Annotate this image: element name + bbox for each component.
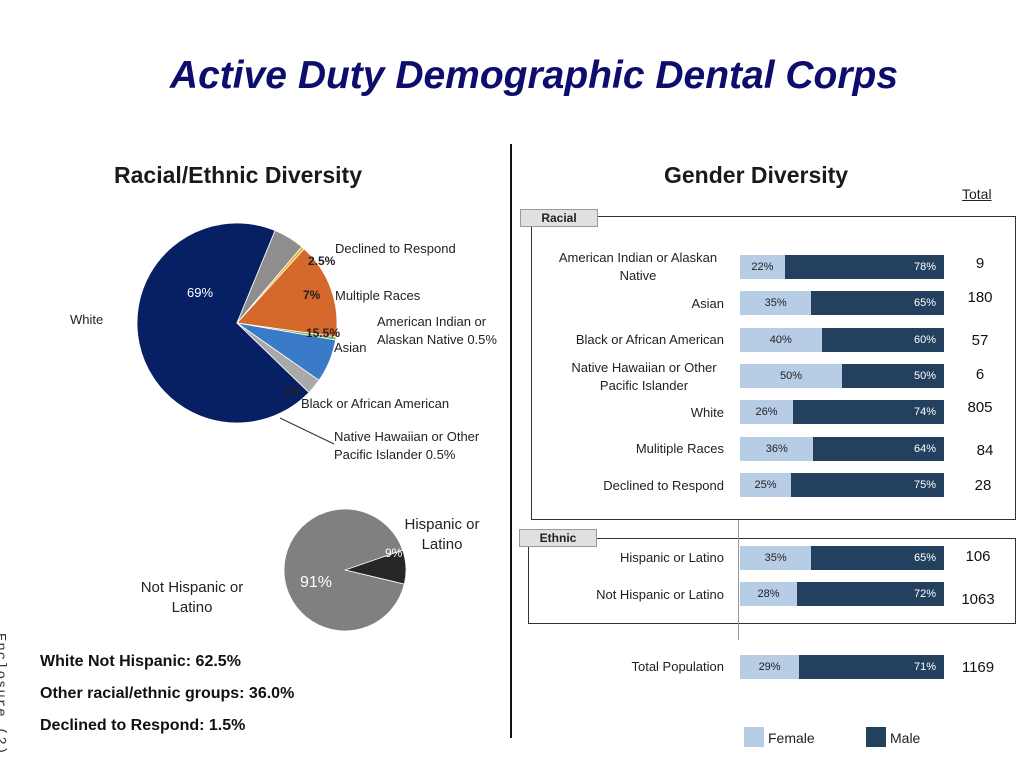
pie-slice-white xyxy=(136,222,310,424)
label-black: Black or African American xyxy=(301,396,450,411)
total-asian: 180 xyxy=(967,289,993,306)
bar-asian: 35% 65% xyxy=(740,291,944,315)
row-label-asian: Asian xyxy=(691,296,724,311)
row-label-hispanic: Hispanic or Latino xyxy=(619,550,724,565)
label-hispanic-1: Hispanic or xyxy=(404,516,480,533)
legend-female-label: Female xyxy=(768,730,815,746)
row-label-american-indian-1: American Indian or Alaskan Native xyxy=(558,250,718,283)
bar-segment-female: 29% xyxy=(740,655,800,679)
row-label-multiple: Mulitiple Races xyxy=(635,441,724,456)
total-population: 1169 xyxy=(961,659,995,676)
total-header: Total xyxy=(962,186,992,202)
racial-group-box xyxy=(531,216,1016,520)
total-declined: 28 xyxy=(974,477,992,494)
bar-segment-male: 71% xyxy=(799,655,944,679)
label-not-hispanic-1: Not Hispanic or xyxy=(140,579,244,596)
enclosure-note: Enclosure (2) xyxy=(0,633,8,756)
summary-other-groups: Other racial/ethnic groups: 36.0% xyxy=(40,685,295,702)
bar-segment-male: 78% xyxy=(784,255,944,279)
label-declined: Declined to Respond xyxy=(335,241,456,256)
pie-slice-declined-to-respond xyxy=(236,322,320,394)
center-divider xyxy=(510,144,512,738)
page-title: Active Duty Demographic Dental Corps xyxy=(169,54,899,97)
bar-segment-female: 36% xyxy=(740,437,814,461)
label-american-indian-2: Alaskan Native 0.5% xyxy=(377,332,497,347)
summary-declined: Declined to Respond: 1.5% xyxy=(40,717,246,734)
ethnic-pie xyxy=(283,508,407,632)
bar-declined: 25% 75% xyxy=(740,473,944,497)
bar-american-indian: 22% 78% xyxy=(740,255,944,279)
bar-segment-male: 64% xyxy=(813,437,944,461)
label-asian-pct: 15.5% xyxy=(306,326,341,340)
total-american-indian: 9 xyxy=(975,255,985,272)
row-label-not-hispanic: Not Hispanic or Latino xyxy=(596,587,724,602)
bar-segment-female: 25% xyxy=(740,473,791,497)
bar-white: 26% 74% xyxy=(740,400,944,424)
label-hispanic-2: Latino xyxy=(421,536,463,553)
total-hispanic: 106 xyxy=(965,548,991,565)
total-multiple: 84 xyxy=(976,442,994,459)
legend-male-label: Male xyxy=(890,730,921,746)
pie-slice-not-hispanic-or-latino xyxy=(283,508,405,632)
total-white: 805 xyxy=(967,399,993,416)
label-asian: Asian xyxy=(334,340,367,355)
label-not-hispanic-pct: 91% xyxy=(300,574,333,591)
bar-multiple: 36% 64% xyxy=(740,437,944,461)
row-label-black: Black or African American xyxy=(575,332,724,347)
pie-slice-asian xyxy=(236,248,338,338)
group-connector xyxy=(738,520,739,640)
row-label-total: Total Population xyxy=(631,659,724,674)
label-american-indian-1: American Indian or xyxy=(377,314,487,329)
label-hispanic-pct: 9% xyxy=(385,546,403,560)
summary-white-not-hispanic: White Not Hispanic: 62.5% xyxy=(40,653,241,670)
bar-total: 29% 71% xyxy=(740,655,944,679)
label-native-hawaiian-1: Native Hawaiian or Other xyxy=(334,429,480,444)
bar-segment-female: 50% xyxy=(740,364,842,388)
bar-segment-female: 22% xyxy=(740,255,785,279)
label-not-hispanic-2: Latino xyxy=(171,599,213,616)
label-white-pct: 69% xyxy=(187,285,214,300)
total-black: 57 xyxy=(971,332,989,349)
ethnic-group-box xyxy=(528,538,1016,624)
bar-black: 40% 60% xyxy=(740,328,944,352)
bar-segment-female: 35% xyxy=(740,546,812,570)
label-black-pct: 5% xyxy=(284,384,302,398)
bar-segment-female: 35% xyxy=(740,291,812,315)
ethnic-tab: Ethnic xyxy=(519,529,597,547)
label-native-hawaiian-2: Pacific Islander 0.5% xyxy=(334,447,456,462)
row-label-white: White xyxy=(690,405,724,420)
label-multiple: Multiple Races xyxy=(335,288,421,303)
bar-segment-female: 28% xyxy=(740,582,798,606)
bar-segment-male: 65% xyxy=(811,546,944,570)
racial-tab: Racial xyxy=(520,209,598,227)
row-label-native-hawaiian-1: Native Hawaiian or Other Pacific Islande… xyxy=(571,360,717,393)
gender-heading: Gender Diversity xyxy=(664,162,849,188)
bar-segment-female: 40% xyxy=(740,328,822,352)
label-multiple-pct: 7% xyxy=(303,288,321,302)
bar-segment-male: 60% xyxy=(821,328,944,352)
bar-segment-male: 50% xyxy=(842,364,944,388)
total-native-hawaiian: 6 xyxy=(975,366,985,383)
bar-segment-male: 75% xyxy=(791,473,944,497)
bar-segment-male: 74% xyxy=(793,400,944,424)
bar-segment-female: 26% xyxy=(740,400,794,424)
pie-charts xyxy=(136,222,407,632)
bar-segment-male: 72% xyxy=(797,582,944,606)
total-not-hispanic: 1063 xyxy=(961,591,995,608)
bar-hispanic: 35% 65% xyxy=(740,546,944,570)
label-white: White xyxy=(70,312,104,327)
row-label-declined: Declined to Respond xyxy=(603,478,724,493)
bar-segment-male: 65% xyxy=(811,291,944,315)
bar-native-hawaiian: 50% 50% xyxy=(740,364,944,388)
legend-female-swatch xyxy=(744,727,764,747)
legend-male-swatch xyxy=(866,727,886,747)
label-declined-pct: 2.5% xyxy=(308,254,336,268)
leader-native-hawaiian xyxy=(279,417,335,445)
bar-not-hispanic: 28% 72% xyxy=(740,582,944,606)
racial-heading: Racial/Ethnic Diversity xyxy=(114,162,362,188)
racial-pie xyxy=(136,222,338,424)
